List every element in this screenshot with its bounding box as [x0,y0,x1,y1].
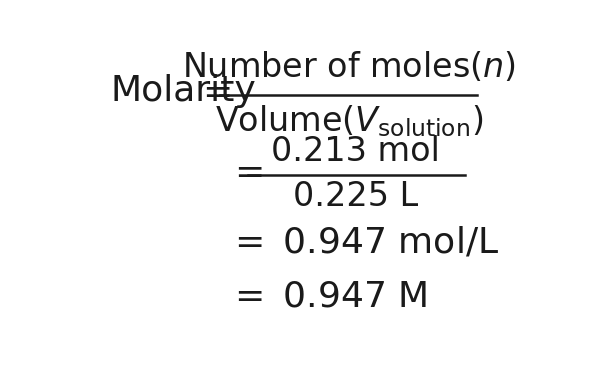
Text: $=$ 0.947 M: $=$ 0.947 M [228,279,428,313]
Text: Molarity: Molarity [111,74,256,108]
Text: $=$ 0.947 mol/L: $=$ 0.947 mol/L [228,226,499,260]
Text: 0.225 L: 0.225 L [293,180,418,213]
Text: Number of moles$(n)$: Number of moles$(n)$ [182,50,515,84]
Text: Volume$(V_{\mathrm{solution}})$: Volume$(V_{\mathrm{solution}})$ [215,104,483,140]
Text: $=$: $=$ [228,154,263,188]
Text: 0.213 mol: 0.213 mol [271,135,440,168]
Text: $=$: $=$ [195,74,231,108]
